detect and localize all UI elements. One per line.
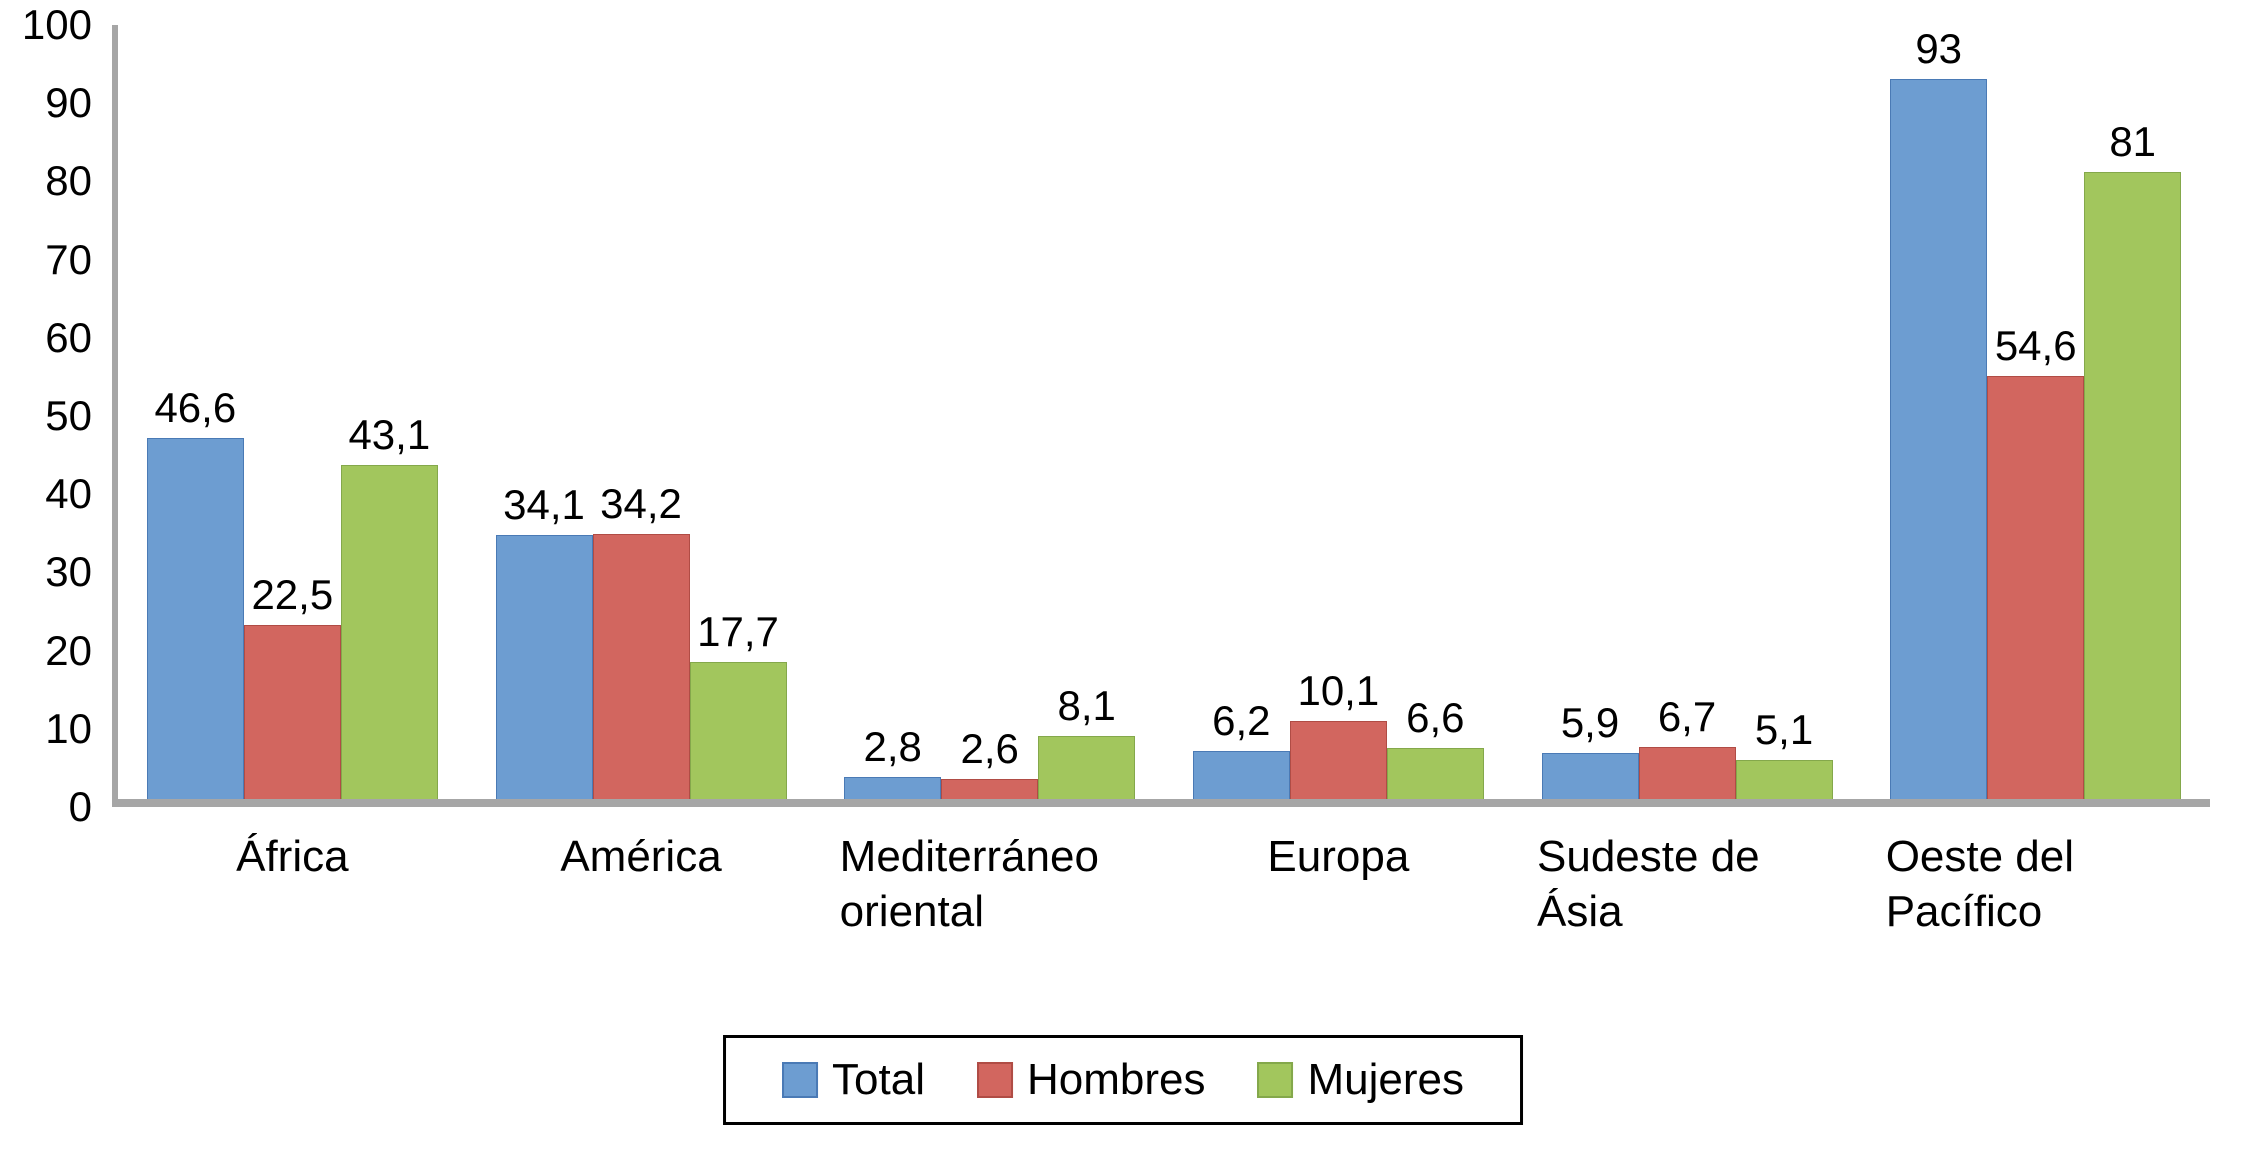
x-category-label: Mediterráneo oriental [839,832,1099,936]
bar-value-label: 6,7 [1657,693,1717,741]
legend-item-total: Total [782,1058,925,1102]
bar-wrap: 2,8 [844,25,942,799]
bar-wrap: 22,5 [243,25,341,799]
x-category-cell: Europa [1164,829,1513,939]
bar-value-label: 93 [1915,25,1963,73]
bar-group: 93 54,6 81 [1861,25,2210,799]
legend: Total Hombres Mujeres [723,1035,1523,1125]
bar-total: 93 [1890,28,1988,799]
bar-wrap: 8,1 [1038,25,1136,799]
bar-wrap: 81 [2084,25,2182,799]
y-tick-label: 40 [45,470,92,518]
bar-value-label: 8,1 [1057,682,1116,730]
bar-mujeres: 6,6 [1386,696,1484,799]
bar-value-label: 10,1 [1297,666,1380,714]
bar-mujeres: 8,1 [1038,685,1136,799]
bar-total: 46,6 [146,387,244,799]
bar-wrap: 6,2 [1192,25,1290,799]
bar-total: 2,8 [844,726,942,799]
bar-hombres: 22,5 [243,573,341,799]
bar-wrap: 2,6 [941,25,1039,799]
y-tick-label: 50 [45,392,92,439]
y-tick-label: 30 [45,548,92,596]
bar-wrap: 46,6 [146,25,244,799]
x-category-cell: África [118,829,467,939]
hombres-swatch-icon [976,1062,1013,1098]
y-tick-label: 10 [45,704,92,752]
bar-value-label: 81 [2109,118,2157,166]
bar-wrap: 34,2 [592,25,690,799]
bar-group: 46,6 22,5 43,1 [118,25,467,799]
bar-total: 34,1 [495,484,593,799]
bar-mujeres: 81 [2084,121,2182,799]
bar-wrap: 5,1 [1735,25,1833,799]
bar-mujeres: 17,7 [689,611,787,799]
bar-hombres: 54,6 [1987,325,2085,799]
bar-hombres: 6,7 [1638,696,1736,799]
bar-group: 6,2 10,1 6,6 [1164,25,1513,799]
bar-value-label: 34,2 [600,480,682,528]
y-tick-label: 0 [68,783,92,830]
bar-wrap: 5,9 [1541,25,1639,799]
bar-wrap: 6,6 [1386,25,1484,799]
legend-label: Mujeres [1307,1055,1464,1104]
bar-value-label: 34,1 [503,481,585,529]
bar-wrap: 43,1 [340,25,438,799]
mujeres-swatch-icon [1257,1062,1294,1098]
bar-mujeres: 5,1 [1735,708,1833,799]
bar-value-label: 17,7 [697,608,779,656]
legend-label: Hombres [1026,1055,1206,1104]
y-tick-label: 80 [45,157,92,205]
bar-value-label: 46,6 [154,384,237,432]
bar-value-label: 5,1 [1754,705,1814,753]
chart-area: 0 10 20 30 40 50 60 70 80 90 100 46,6 22,5 43,1 34,1 3… [0,4,2210,828]
y-tick-label: 100 [21,1,92,48]
plot-area: 46,6 22,5 43,1 34,1 34,2 17,7 2,8 2,6 8,1 6,2 10,1… [112,25,2210,807]
bar-value-label: 54,6 [1994,322,2077,370]
bar-value-label: 22,5 [251,570,334,618]
y-tick-label: 60 [45,313,92,361]
bar-value-label: 5,9 [1560,699,1620,747]
x-category-cell: América [467,829,816,939]
bar-hombres: 34,2 [592,483,690,799]
bar-value-label: 2,6 [960,724,1019,772]
y-tick-label: 20 [45,626,92,674]
bar-total: 5,9 [1541,702,1639,799]
bar-hombres: 2,6 [941,727,1039,799]
legend-label: Total [832,1055,925,1104]
bar-value-label: 6,6 [1406,693,1465,741]
x-category-cell: Oeste del Pacífico [1861,829,2210,939]
bar-wrap: 10,1 [1289,25,1387,799]
x-category-label: Oeste del Pacífico [1885,832,2075,936]
y-tick-label: 90 [45,79,92,127]
total-swatch-icon [782,1062,819,1098]
bar-wrap: 17,7 [689,25,787,799]
bar-wrap: 34,1 [495,25,593,799]
x-category-label: África [236,832,349,881]
legend-item-mujeres: Mujeres [1257,1058,1464,1102]
bar-value-label: 2,8 [863,723,922,771]
x-axis-labels: África América Mediterráneo oriental Europa… [118,829,2210,939]
bar-wrap: 54,6 [1987,25,2085,799]
bar-hombres: 10,1 [1289,669,1387,799]
y-tick-label: 70 [45,235,92,283]
bar-wrap: 93 [1890,25,1988,799]
bar-wrap: 6,7 [1638,25,1736,799]
y-axis: 0 10 20 30 40 50 60 70 80 90 100 [0,4,112,828]
bar-group: 5,9 6,7 5,1 [1513,25,1862,799]
x-category-label: América [560,832,722,881]
bar-group: 2,8 2,6 8,1 [815,25,1164,799]
bar-total: 6,2 [1192,700,1290,799]
x-category-label: Europa [1267,832,1410,881]
x-category-label: Sudeste de Ásia [1537,832,1760,936]
legend-item-hombres: Hombres [976,1055,1206,1104]
bar-value-label: 43,1 [348,411,431,459]
x-category-cell: Mediterráneo oriental [815,829,1164,939]
bar-mujeres: 43,1 [340,414,438,799]
x-category-cell: Sudeste de Ásia [1513,829,1862,939]
bar-group: 34,1 34,2 17,7 [467,25,816,799]
bar-value-label: 6,2 [1212,697,1271,745]
